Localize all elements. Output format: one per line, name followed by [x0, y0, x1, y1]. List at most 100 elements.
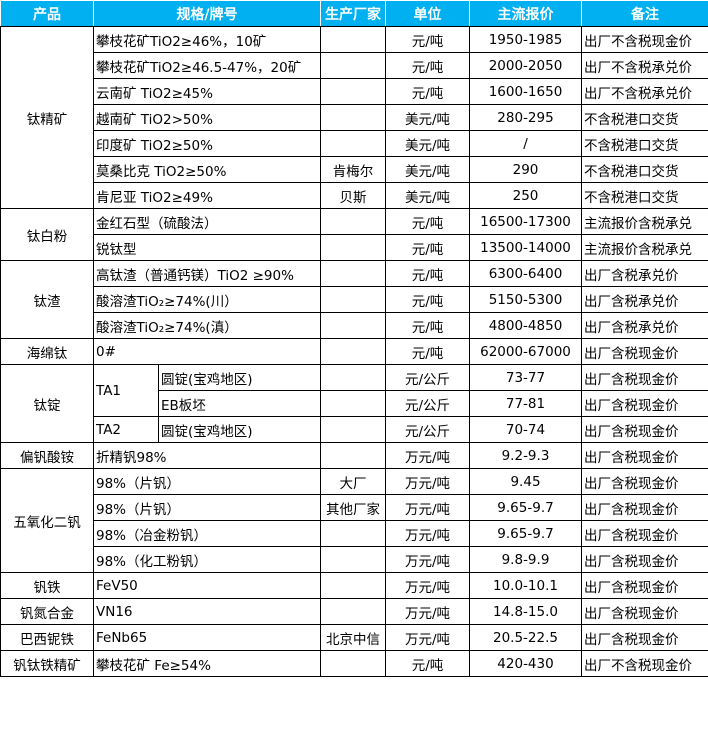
note-cell[interactable]: 出厂含税现金价	[581, 546, 708, 573]
spec-cell[interactable]: 98%（片钒）	[93, 494, 321, 521]
price-cell[interactable]: 9.8-9.9	[469, 546, 582, 573]
maker-cell[interactable]: 其他厂家	[320, 494, 386, 521]
spec-cell[interactable]: EB板坯	[158, 390, 321, 417]
price-cell[interactable]: 16500-17300	[469, 208, 582, 235]
spec-cell[interactable]: 98%（冶金粉钒）	[93, 520, 321, 547]
note-cell[interactable]: 出厂不含税现金价	[581, 26, 708, 53]
price-cell[interactable]: 290	[469, 156, 582, 183]
note-cell[interactable]: 出厂含税现金价	[581, 468, 708, 495]
note-cell[interactable]: 出厂含税承兑价	[581, 286, 708, 313]
spec-cell[interactable]: VN16	[93, 598, 321, 625]
unit-cell[interactable]: 万元/吨	[385, 598, 470, 625]
note-cell[interactable]: 出厂不含税现金价	[581, 650, 708, 677]
price-cell[interactable]: 4800-4850	[469, 312, 582, 339]
price-cell[interactable]: 9.45	[469, 468, 582, 495]
header-unit[interactable]: 单位	[385, 0, 470, 27]
product-cell[interactable]: 钛白粉	[0, 208, 94, 261]
maker-cell[interactable]	[320, 312, 386, 339]
price-cell[interactable]: 420-430	[469, 650, 582, 677]
price-cell[interactable]: 250	[469, 182, 582, 209]
price-cell[interactable]: 280-295	[469, 104, 582, 131]
note-cell[interactable]: 出厂含税现金价	[581, 598, 708, 625]
maker-cell[interactable]: 肯梅尔	[320, 156, 386, 183]
maker-cell[interactable]	[320, 234, 386, 261]
spec-cell[interactable]: 0#	[93, 338, 321, 365]
maker-cell[interactable]	[320, 364, 386, 391]
note-cell[interactable]: 出厂含税现金价	[581, 624, 708, 651]
note-cell[interactable]: 出厂不含税承兑价	[581, 52, 708, 79]
spec-cell[interactable]: 锐钛型	[93, 234, 321, 261]
maker-cell[interactable]	[320, 650, 386, 677]
note-cell[interactable]: 出厂含税现金价	[581, 364, 708, 391]
maker-cell[interactable]	[320, 260, 386, 287]
price-cell[interactable]: 1950-1985	[469, 26, 582, 53]
unit-cell[interactable]: 元/公斤	[385, 364, 470, 391]
price-cell[interactable]: 14.8-15.0	[469, 598, 582, 625]
price-cell[interactable]: 9.65-9.7	[469, 494, 582, 521]
spec-cell[interactable]: 折精钒98%	[93, 442, 321, 469]
unit-cell[interactable]: 元/公斤	[385, 390, 470, 417]
header-product[interactable]: 产品	[0, 0, 94, 27]
note-cell[interactable]: 出厂含税现金价	[581, 442, 708, 469]
unit-cell[interactable]: 元/吨	[385, 52, 470, 79]
spec-cell[interactable]: 越南矿 TiO2>50%	[93, 104, 321, 131]
maker-cell[interactable]	[320, 26, 386, 53]
spec-cell[interactable]: 酸溶渣TiO₂≥74%(滇）	[93, 312, 321, 339]
spec-cell[interactable]: 莫桑比克 TiO2≥50%	[93, 156, 321, 183]
note-cell[interactable]: 出厂含税承兑价	[581, 260, 708, 287]
price-cell[interactable]: 20.5-22.5	[469, 624, 582, 651]
spec-cell[interactable]: 金红石型（硫酸法）	[93, 208, 321, 235]
unit-cell[interactable]: 万元/吨	[385, 468, 470, 495]
maker-cell[interactable]: 贝斯	[320, 182, 386, 209]
price-cell[interactable]: 5150-5300	[469, 286, 582, 313]
spec-cell[interactable]: FeNb65	[93, 624, 321, 651]
note-cell[interactable]: 不含税港口交货	[581, 156, 708, 183]
grade-cell[interactable]: TA1	[93, 364, 159, 417]
maker-cell[interactable]	[320, 286, 386, 313]
spec-cell[interactable]: 攀枝花矿TiO2≥46.5-47%，20矿	[93, 52, 321, 79]
unit-cell[interactable]: 万元/吨	[385, 494, 470, 521]
maker-cell[interactable]	[320, 520, 386, 547]
note-cell[interactable]: 出厂含税现金价	[581, 572, 708, 599]
product-cell[interactable]: 海绵钛	[0, 338, 94, 365]
spec-cell[interactable]: 高钛渣（普通钙镁）TiO2 ≥90%	[93, 260, 321, 287]
note-cell[interactable]: 出厂含税现金价	[581, 520, 708, 547]
price-cell[interactable]: 77-81	[469, 390, 582, 417]
price-cell[interactable]: 6300-6400	[469, 260, 582, 287]
header-maker[interactable]: 生产厂家	[320, 0, 386, 27]
note-cell[interactable]: 出厂含税现金价	[581, 390, 708, 417]
grade-cell[interactable]: TA2	[93, 416, 159, 443]
unit-cell[interactable]: 万元/吨	[385, 520, 470, 547]
header-price[interactable]: 主流报价	[469, 0, 582, 27]
spec-cell[interactable]: 圆锭(宝鸡地区)	[158, 364, 321, 391]
maker-cell[interactable]	[320, 130, 386, 157]
product-cell[interactable]: 钛锭	[0, 364, 94, 443]
maker-cell[interactable]	[320, 442, 386, 469]
maker-cell[interactable]	[320, 416, 386, 443]
unit-cell[interactable]: 元/公斤	[385, 416, 470, 443]
maker-cell[interactable]: 北京中信	[320, 624, 386, 651]
spec-cell[interactable]: 肯尼亚 TiO2≥49%	[93, 182, 321, 209]
note-cell[interactable]: 主流报价含税承兑	[581, 208, 708, 235]
unit-cell[interactable]: 万元/吨	[385, 572, 470, 599]
price-cell[interactable]: 10.0-10.1	[469, 572, 582, 599]
price-cell[interactable]: 1600-1650	[469, 78, 582, 105]
maker-cell[interactable]	[320, 598, 386, 625]
price-cell[interactable]: /	[469, 130, 582, 157]
price-cell[interactable]: 2000-2050	[469, 52, 582, 79]
maker-cell[interactable]	[320, 546, 386, 573]
spec-cell[interactable]: FeV50	[93, 572, 321, 599]
note-cell[interactable]: 出厂含税承兑价	[581, 312, 708, 339]
unit-cell[interactable]: 万元/吨	[385, 442, 470, 469]
note-cell[interactable]: 出厂不含税承兑价	[581, 78, 708, 105]
product-cell[interactable]: 钛精矿	[0, 26, 94, 209]
unit-cell[interactable]: 美元/吨	[385, 156, 470, 183]
unit-cell[interactable]: 元/吨	[385, 312, 470, 339]
maker-cell[interactable]	[320, 78, 386, 105]
spec-cell[interactable]: 攀枝花矿 Fe≥54%	[93, 650, 321, 677]
header-spec[interactable]: 规格/牌号	[93, 0, 321, 27]
note-cell[interactable]: 不含税港口交货	[581, 104, 708, 131]
note-cell[interactable]: 不含税港口交货	[581, 182, 708, 209]
price-cell[interactable]: 62000-67000	[469, 338, 582, 365]
price-cell[interactable]: 13500-14000	[469, 234, 582, 261]
